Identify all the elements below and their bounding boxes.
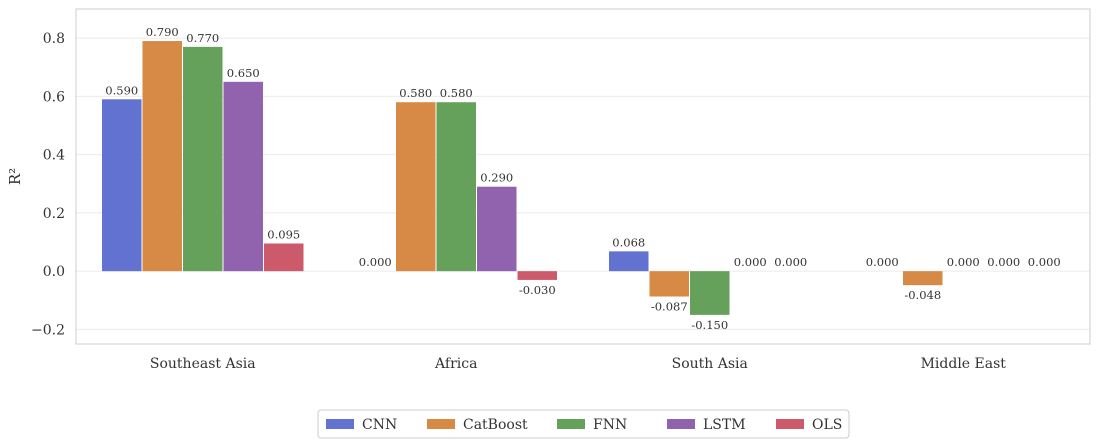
value-label: 0.650 bbox=[227, 66, 260, 80]
bar-fnn bbox=[183, 46, 223, 272]
bars bbox=[102, 41, 943, 315]
value-label: 0.000 bbox=[734, 255, 767, 269]
legend-swatch bbox=[667, 419, 695, 429]
value-label: 0.000 bbox=[359, 255, 392, 269]
value-label: 0.000 bbox=[1028, 255, 1061, 269]
x-category-label: Southeast Asia bbox=[150, 356, 256, 372]
y-tick-label: 0.6 bbox=[43, 89, 65, 105]
bar-ols bbox=[264, 243, 304, 272]
y-tick-label: 0.8 bbox=[43, 31, 65, 47]
bar-cnn bbox=[609, 251, 649, 272]
y-axis: −0.2 0.0 0.2 0.4 0.6 0.8 bbox=[31, 31, 65, 338]
value-label: 0.590 bbox=[105, 83, 138, 97]
value-label: 0.770 bbox=[186, 31, 219, 45]
x-category-label: South Asia bbox=[672, 356, 748, 372]
legend-swatch bbox=[557, 419, 585, 429]
value-label: 0.790 bbox=[146, 25, 179, 39]
legend-label: LSTM bbox=[703, 417, 746, 433]
value-label: 0.000 bbox=[866, 255, 899, 269]
value-label: 0.068 bbox=[612, 235, 645, 249]
y-tick-label: −0.2 bbox=[31, 322, 65, 338]
x-category-label: Africa bbox=[434, 356, 477, 372]
legend-label: CatBoost bbox=[463, 417, 528, 433]
y-axis-title: R² bbox=[6, 168, 24, 185]
legend-label: OLS bbox=[812, 417, 842, 433]
value-label: -0.030 bbox=[519, 283, 556, 297]
legend-swatch bbox=[776, 419, 804, 429]
bar-catboost bbox=[396, 102, 436, 272]
x-category-label: Middle East bbox=[921, 356, 1007, 372]
legend-label: CNN bbox=[362, 417, 397, 433]
x-axis: Southeast Asia Africa South Asia Middle Eas… bbox=[150, 356, 1006, 372]
bar-fnn bbox=[436, 102, 476, 272]
value-label: -0.087 bbox=[651, 300, 688, 314]
legend: CNN CatBoost FNN LSTM OLS bbox=[317, 409, 850, 439]
value-label: 0.580 bbox=[399, 86, 432, 100]
y-tick-label: 0.0 bbox=[43, 264, 65, 280]
value-label: 0.095 bbox=[267, 228, 300, 242]
bar-cnn bbox=[102, 99, 142, 272]
legend-swatch bbox=[427, 419, 455, 429]
legend-swatch bbox=[326, 419, 354, 429]
value-label: 0.000 bbox=[987, 255, 1020, 269]
plot-frame bbox=[75, 8, 1091, 345]
value-label: 0.290 bbox=[480, 171, 513, 185]
value-label: 0.000 bbox=[774, 255, 807, 269]
value-label: 0.000 bbox=[947, 255, 980, 269]
value-label: -0.150 bbox=[691, 318, 728, 332]
value-labels: 0.590 0.790 0.770 0.650 0.095 0.000 0.580 0.580… bbox=[105, 25, 1060, 332]
bar-catboost bbox=[142, 41, 182, 272]
bar-catboost bbox=[649, 271, 689, 297]
bar-ols bbox=[517, 271, 557, 280]
bar-lstm bbox=[477, 186, 517, 272]
value-label: -0.048 bbox=[904, 288, 941, 302]
legend-label: FNN bbox=[593, 417, 627, 433]
bar-lstm bbox=[223, 81, 263, 272]
value-label: 0.580 bbox=[440, 86, 473, 100]
bar-fnn bbox=[690, 271, 730, 315]
y-tick-label: 0.4 bbox=[43, 148, 65, 164]
bar-catboost bbox=[903, 271, 943, 286]
y-tick-label: 0.2 bbox=[43, 206, 65, 222]
